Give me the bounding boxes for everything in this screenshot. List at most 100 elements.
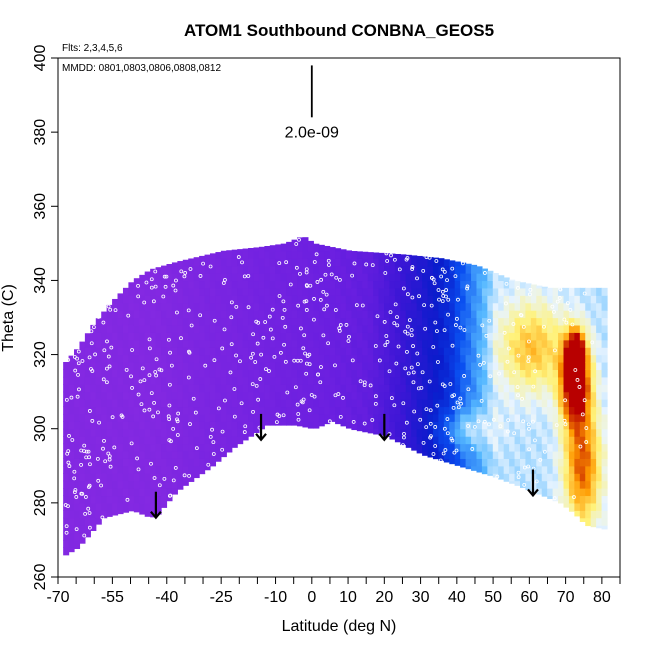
heatmap-cell [416,436,423,445]
heatmap-cell [568,347,575,356]
heatmap-cell [220,376,227,385]
heatmap-cell [63,539,70,548]
heatmap-cell [313,287,320,296]
heatmap-cell [117,450,124,459]
observation-point [109,345,114,350]
heatmap-cell [601,287,608,296]
observation-point [458,396,463,401]
heatmap-cell [367,428,374,434]
heatmap-cell [248,347,255,356]
observation-point [130,386,134,390]
heatmap-cell [389,421,396,430]
heatmap-cell [465,450,472,459]
heatmap-cell [112,298,119,304]
heatmap-cell [302,339,309,348]
heatmap-cell [324,376,331,385]
heatmap-cell [438,443,445,452]
heatmap-cell [585,428,592,437]
heatmap-cell [509,324,516,333]
heatmap-cell [574,443,581,452]
heatmap-cell [574,332,581,341]
heatmap-cell [177,436,184,445]
heatmap-cell [568,391,575,400]
heatmap-cell [122,488,130,497]
heatmap-cell [269,369,276,378]
heatmap-cell [492,332,499,341]
heatmap-cell [139,302,146,311]
heatmap-cell [509,280,516,289]
heatmap-cell [204,406,211,415]
heatmap-cell [95,421,102,430]
heatmap-cell [209,391,217,400]
heatmap-cell [161,265,168,274]
heatmap-cell [378,339,385,348]
heatmap-cell [373,384,380,393]
heatmap-cell [547,443,554,452]
heatmap-cell [258,369,265,378]
heatmap-cell [471,406,478,415]
heatmap-cell [443,347,450,356]
heatmap-cell [519,324,527,333]
observation-point [333,393,338,398]
heatmap-cell [242,258,249,267]
heatmap-cell [101,473,108,482]
heatmap-cell [432,265,440,274]
heatmap-cell [286,302,293,311]
heatmap-cell [144,384,151,393]
heatmap-cell [547,354,554,363]
heatmap-cell [188,302,195,311]
heatmap-cell [231,406,238,415]
heatmap-cell [498,332,505,341]
heatmap-cell [438,273,445,282]
observation-point [149,277,154,282]
heatmap-cell [220,317,227,326]
heatmap-cell [171,295,178,304]
heatmap-cell [63,510,70,519]
observation-point [223,277,227,282]
heatmap-cell [509,339,516,348]
observation-point [254,319,259,324]
heatmap-cell [552,428,559,437]
heatmap-cell [340,399,347,408]
heatmap-cell [275,287,282,296]
heatmap-cell [177,391,184,400]
heatmap-cell [226,339,233,348]
heatmap-cell [519,347,527,356]
heatmap-cell [547,473,554,482]
heatmap-cell [519,354,527,363]
heatmap-cell [204,287,211,296]
heatmap-cell [63,361,70,370]
observation-point [102,348,107,353]
heatmap-cell [394,354,401,363]
heatmap-cell [481,406,488,415]
heatmap-cell [351,302,358,311]
heatmap-cell [302,310,309,319]
heatmap-cell [171,273,178,282]
heatmap-cell [112,406,119,415]
heatmap-cell [465,369,472,378]
heatmap-cell [231,324,238,333]
heatmap-cell [574,458,581,467]
heatmap-cell [269,258,276,267]
heatmap-cell [101,347,108,356]
heatmap-cell [329,280,336,289]
heatmap-cell [422,317,429,326]
heatmap-cell [128,384,135,393]
heatmap-cell [258,324,265,333]
heatmap-cell [117,324,124,333]
heatmap-cell [465,399,472,408]
heatmap-cell [351,376,358,385]
heatmap-cell [112,317,119,326]
heatmap-cell [498,295,505,304]
heatmap-cell [139,510,146,515]
heatmap-cell [275,339,282,348]
observation-point [442,270,447,274]
heatmap-cell [63,384,70,393]
heatmap-cell [389,273,396,282]
observation-point [152,400,156,405]
heatmap-cell [269,421,276,426]
heatmap-cell [297,384,304,393]
heatmap-cell [514,436,521,445]
heatmap-cell [112,310,119,319]
heatmap-cell [558,376,565,385]
